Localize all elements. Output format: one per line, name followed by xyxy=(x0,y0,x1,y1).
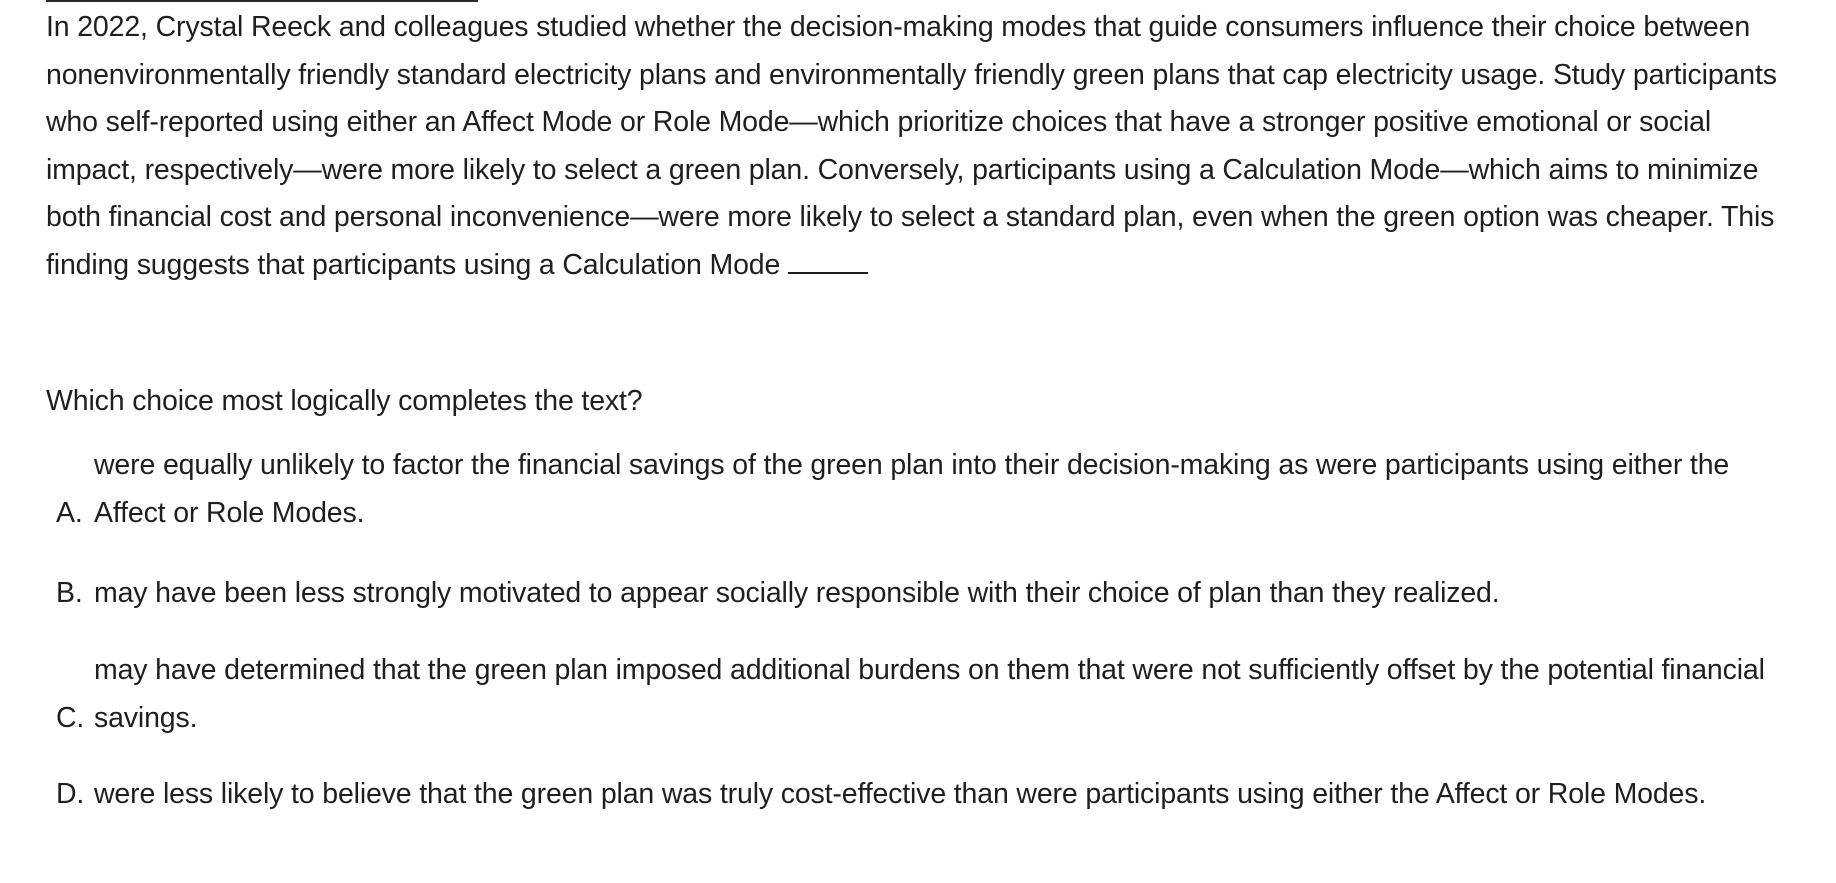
top-divider xyxy=(46,0,478,2)
answer-blank xyxy=(788,272,869,274)
choice-c-letter: C. xyxy=(56,701,85,734)
choice-d-text: were less likely to believe that the gre… xyxy=(94,778,1707,810)
choice-a-letter: A. xyxy=(56,496,83,529)
choice-a-text: were equally unlikely to factor the fina… xyxy=(94,449,1730,529)
choice-c[interactable]: C. may have determined that the green pl… xyxy=(56,647,1776,742)
choice-c-text: may have determined that the green plan … xyxy=(94,654,1765,734)
choice-b-letter: B. xyxy=(56,577,83,609)
choice-d[interactable]: D. were less likely to believe that the … xyxy=(56,771,1776,819)
passage-text: In 2022, Crystal Reeck and colleagues st… xyxy=(46,4,1806,289)
choice-b-text: may have been less strongly motivated to… xyxy=(94,577,1500,609)
passage-body: In 2022, Crystal Reeck and colleagues st… xyxy=(46,11,1777,281)
question-prompt: Which choice most logically completes th… xyxy=(46,385,643,417)
choice-b[interactable]: B. may have been less strongly motivated… xyxy=(56,570,1776,618)
choice-d-letter: D. xyxy=(56,778,85,810)
choice-a[interactable]: A. were equally unlikely to factor the f… xyxy=(56,442,1776,537)
